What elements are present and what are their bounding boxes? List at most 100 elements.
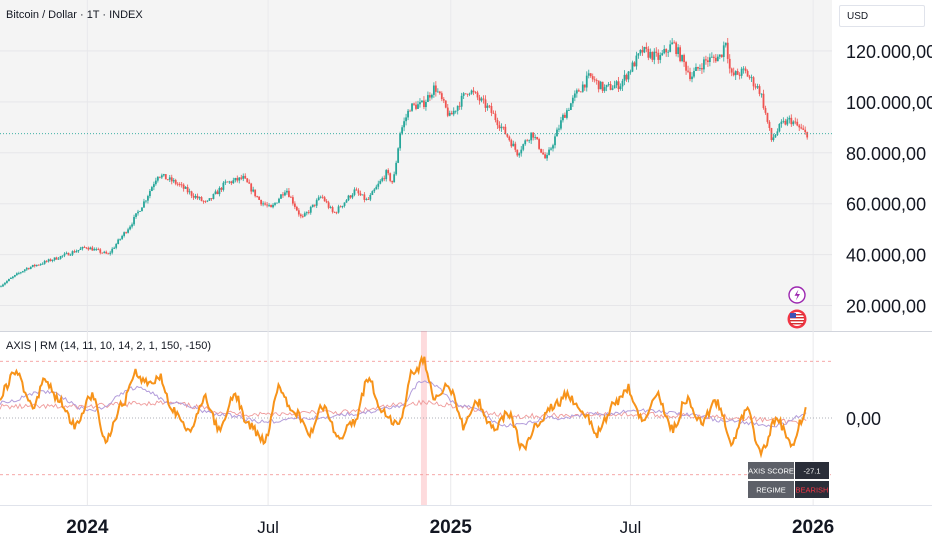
candle-up bbox=[567, 109, 570, 111]
candle-down bbox=[516, 149, 519, 156]
candle-down bbox=[367, 199, 370, 200]
indicator-title[interactable]: AXIS | RM (14, 11, 10, 14, 2, 1, 150, -1… bbox=[6, 340, 212, 352]
candle-up bbox=[780, 121, 783, 124]
candle-up bbox=[631, 62, 634, 72]
candle-down bbox=[490, 106, 493, 113]
candle-down bbox=[651, 51, 654, 60]
regime-value: BEARISH bbox=[796, 486, 829, 495]
candle-up bbox=[671, 42, 674, 45]
time-tick-label: 2024 bbox=[66, 517, 109, 538]
time-tick-label: Jul bbox=[620, 518, 642, 537]
currency-selector[interactable]: USD bbox=[839, 5, 925, 27]
candle-up bbox=[395, 162, 398, 175]
candle-down bbox=[464, 93, 467, 95]
candle-down bbox=[293, 203, 296, 207]
candle-up bbox=[147, 196, 149, 201]
candle-down bbox=[720, 54, 723, 57]
candle-up bbox=[512, 143, 515, 147]
candle-up bbox=[393, 174, 396, 183]
candle-down bbox=[579, 91, 582, 93]
candle-up bbox=[242, 175, 245, 179]
candle-down bbox=[800, 127, 803, 129]
candle-down bbox=[158, 176, 161, 178]
candle-down bbox=[685, 62, 687, 71]
candle-up bbox=[305, 212, 308, 214]
candle-down bbox=[226, 181, 229, 183]
candle-up bbox=[587, 73, 590, 76]
candle-up bbox=[421, 100, 423, 103]
axis-score-table: AXIS SCORE -27.1 REGIME BEARISH bbox=[747, 461, 830, 499]
candle-down bbox=[738, 74, 741, 76]
candle-down bbox=[258, 196, 261, 200]
candle-up bbox=[284, 192, 286, 196]
candle-down bbox=[762, 93, 765, 109]
candle-up bbox=[375, 186, 378, 190]
candle-up bbox=[643, 46, 646, 53]
candle-down bbox=[494, 113, 497, 121]
candle-up bbox=[667, 51, 670, 53]
candle-up bbox=[716, 56, 719, 62]
candle-up bbox=[500, 126, 503, 129]
candle-up bbox=[121, 235, 124, 239]
candle-up bbox=[93, 249, 96, 251]
candle-up bbox=[653, 51, 656, 60]
candle-down bbox=[250, 183, 253, 192]
candle-up bbox=[639, 49, 642, 54]
candle-down bbox=[536, 136, 539, 140]
candle-down bbox=[307, 212, 310, 213]
candle-down bbox=[434, 85, 437, 92]
candle-up bbox=[659, 55, 662, 60]
candle-down bbox=[85, 247, 88, 249]
candle-up bbox=[319, 196, 322, 198]
candle-up bbox=[468, 93, 471, 95]
candle-up bbox=[722, 45, 725, 57]
candle-up bbox=[695, 67, 697, 72]
candle-up bbox=[613, 85, 616, 89]
candle-down bbox=[804, 129, 807, 133]
candle-down bbox=[736, 71, 739, 75]
candle-down bbox=[589, 73, 592, 77]
candle-up bbox=[145, 200, 147, 202]
candle-up bbox=[262, 203, 265, 205]
candle-down bbox=[732, 72, 735, 76]
candle-up bbox=[224, 181, 227, 183]
candle-up bbox=[776, 131, 779, 135]
symbol-title[interactable]: Bitcoin / Dollar · 1T · INDEX bbox=[6, 9, 143, 21]
candle-down bbox=[514, 143, 517, 150]
candle-up bbox=[119, 238, 122, 240]
candle-up bbox=[772, 137, 775, 141]
candle-up bbox=[621, 80, 624, 87]
candle-up bbox=[480, 98, 483, 101]
candle-up bbox=[6, 281, 8, 283]
candle-down bbox=[290, 196, 292, 198]
candle-down bbox=[325, 201, 328, 203]
candle-up bbox=[373, 189, 376, 192]
candle-up bbox=[127, 229, 129, 233]
candle-down bbox=[506, 134, 509, 137]
candle-up bbox=[403, 121, 405, 128]
candle-up bbox=[718, 54, 721, 57]
candle-up bbox=[585, 75, 588, 88]
candle-down bbox=[49, 259, 52, 261]
candle-up bbox=[35, 264, 38, 267]
candle-down bbox=[466, 93, 469, 95]
candle-down bbox=[230, 181, 233, 184]
candle-up bbox=[635, 55, 638, 67]
lightning-icon bbox=[788, 286, 806, 304]
price-tick-label: 100.000,00 bbox=[846, 93, 932, 113]
candle-up bbox=[619, 86, 622, 90]
candle-up bbox=[742, 68, 745, 70]
candle-down bbox=[256, 196, 259, 197]
candle-down bbox=[633, 62, 636, 67]
candle-down bbox=[246, 178, 249, 183]
candle-down bbox=[45, 260, 48, 262]
candle-down bbox=[544, 154, 546, 159]
candle-up bbox=[778, 123, 781, 132]
price-tick-label: 60.000,00 bbox=[846, 195, 926, 215]
candle-up bbox=[194, 195, 197, 198]
candle-down bbox=[297, 210, 300, 215]
candle-down bbox=[675, 42, 678, 54]
candle-up bbox=[149, 190, 151, 197]
